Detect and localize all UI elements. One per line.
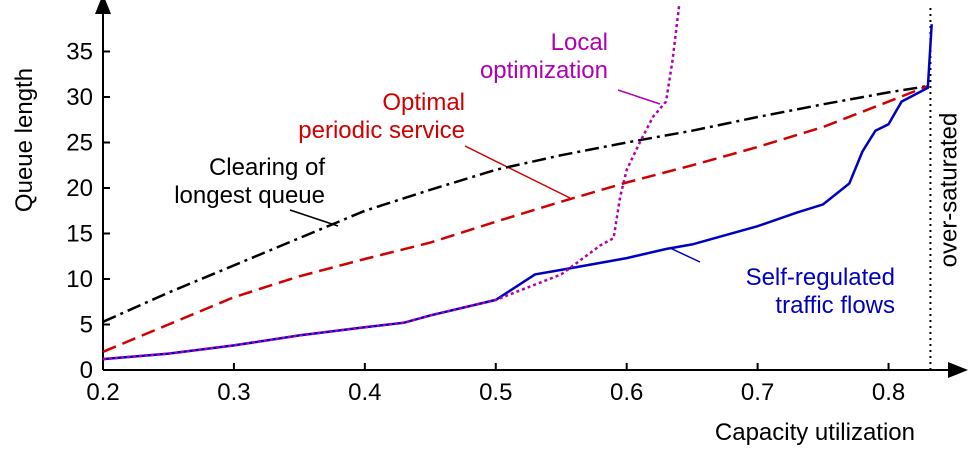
- annotation: Self-regulated: [746, 264, 895, 291]
- x-tick-label: 0.4: [348, 379, 381, 406]
- saturation-label: over-saturated: [935, 113, 962, 268]
- y-tick-label: 25: [66, 130, 93, 157]
- x-tick-label: 0.2: [86, 379, 119, 406]
- x-tick-label: 0.6: [610, 379, 643, 406]
- annotation: longest queue: [174, 182, 325, 209]
- series-line: [102, 5, 681, 361]
- y-tick-label: 15: [66, 221, 93, 248]
- leader: [617, 89, 661, 105]
- annotation: Optimal: [382, 89, 465, 116]
- series-line: [102, 84, 929, 353]
- annotation: Local: [551, 29, 608, 56]
- y-tick-label: 30: [66, 84, 93, 111]
- annotation: periodic service: [298, 117, 465, 144]
- y-tick-label: 20: [66, 175, 93, 202]
- y-tick-label: 10: [66, 266, 93, 293]
- leader: [669, 247, 701, 263]
- y-tick-label: 35: [66, 39, 93, 66]
- x-axis-label: Capacity utilization: [715, 419, 915, 446]
- annotation: Clearing of: [209, 154, 325, 181]
- annotation: optimization: [480, 57, 608, 84]
- y-tick-label: 0: [80, 357, 93, 384]
- x-tick-label: 0.3: [217, 379, 250, 406]
- y-tick-label: 5: [80, 312, 93, 339]
- x-tick-label: 0.8: [872, 379, 905, 406]
- y-axis-label: Queue length: [11, 68, 38, 212]
- series-line: [102, 84, 928, 323]
- leader: [464, 145, 571, 199]
- leader: [289, 209, 339, 227]
- annotation: traffic flows: [775, 292, 895, 319]
- x-tick-label: 0.7: [741, 379, 774, 406]
- x-tick-label: 0.5: [479, 379, 512, 406]
